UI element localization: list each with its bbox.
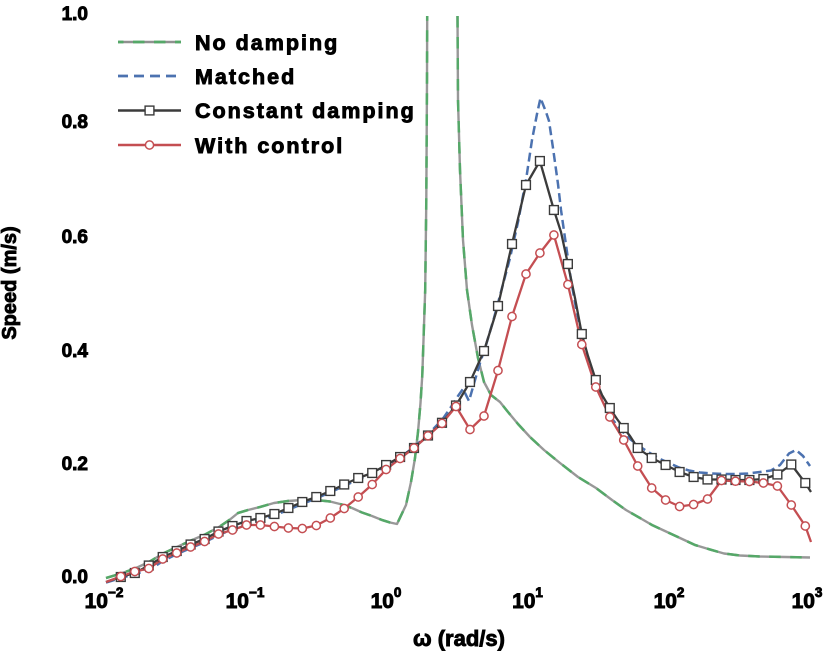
svg-text:0.0: 0.0 (62, 567, 88, 588)
svg-text:0.6: 0.6 (62, 227, 88, 248)
svg-text:0.2: 0.2 (62, 454, 88, 475)
svg-text:Matched: Matched (195, 65, 296, 89)
svg-text:Constant damping: Constant damping (195, 99, 416, 123)
svg-text:With control: With control (195, 134, 344, 158)
svg-text:Speed (m/s): Speed (m/s) (0, 226, 21, 339)
svg-text:101: 101 (512, 585, 543, 613)
svg-text:0.4: 0.4 (62, 341, 89, 362)
svg-text:ω (rad/s): ω (rad/s) (413, 626, 505, 651)
svg-text:1.0: 1.0 (62, 4, 88, 25)
svg-text:No damping: No damping (195, 31, 339, 55)
svg-text:0.8: 0.8 (62, 112, 88, 133)
